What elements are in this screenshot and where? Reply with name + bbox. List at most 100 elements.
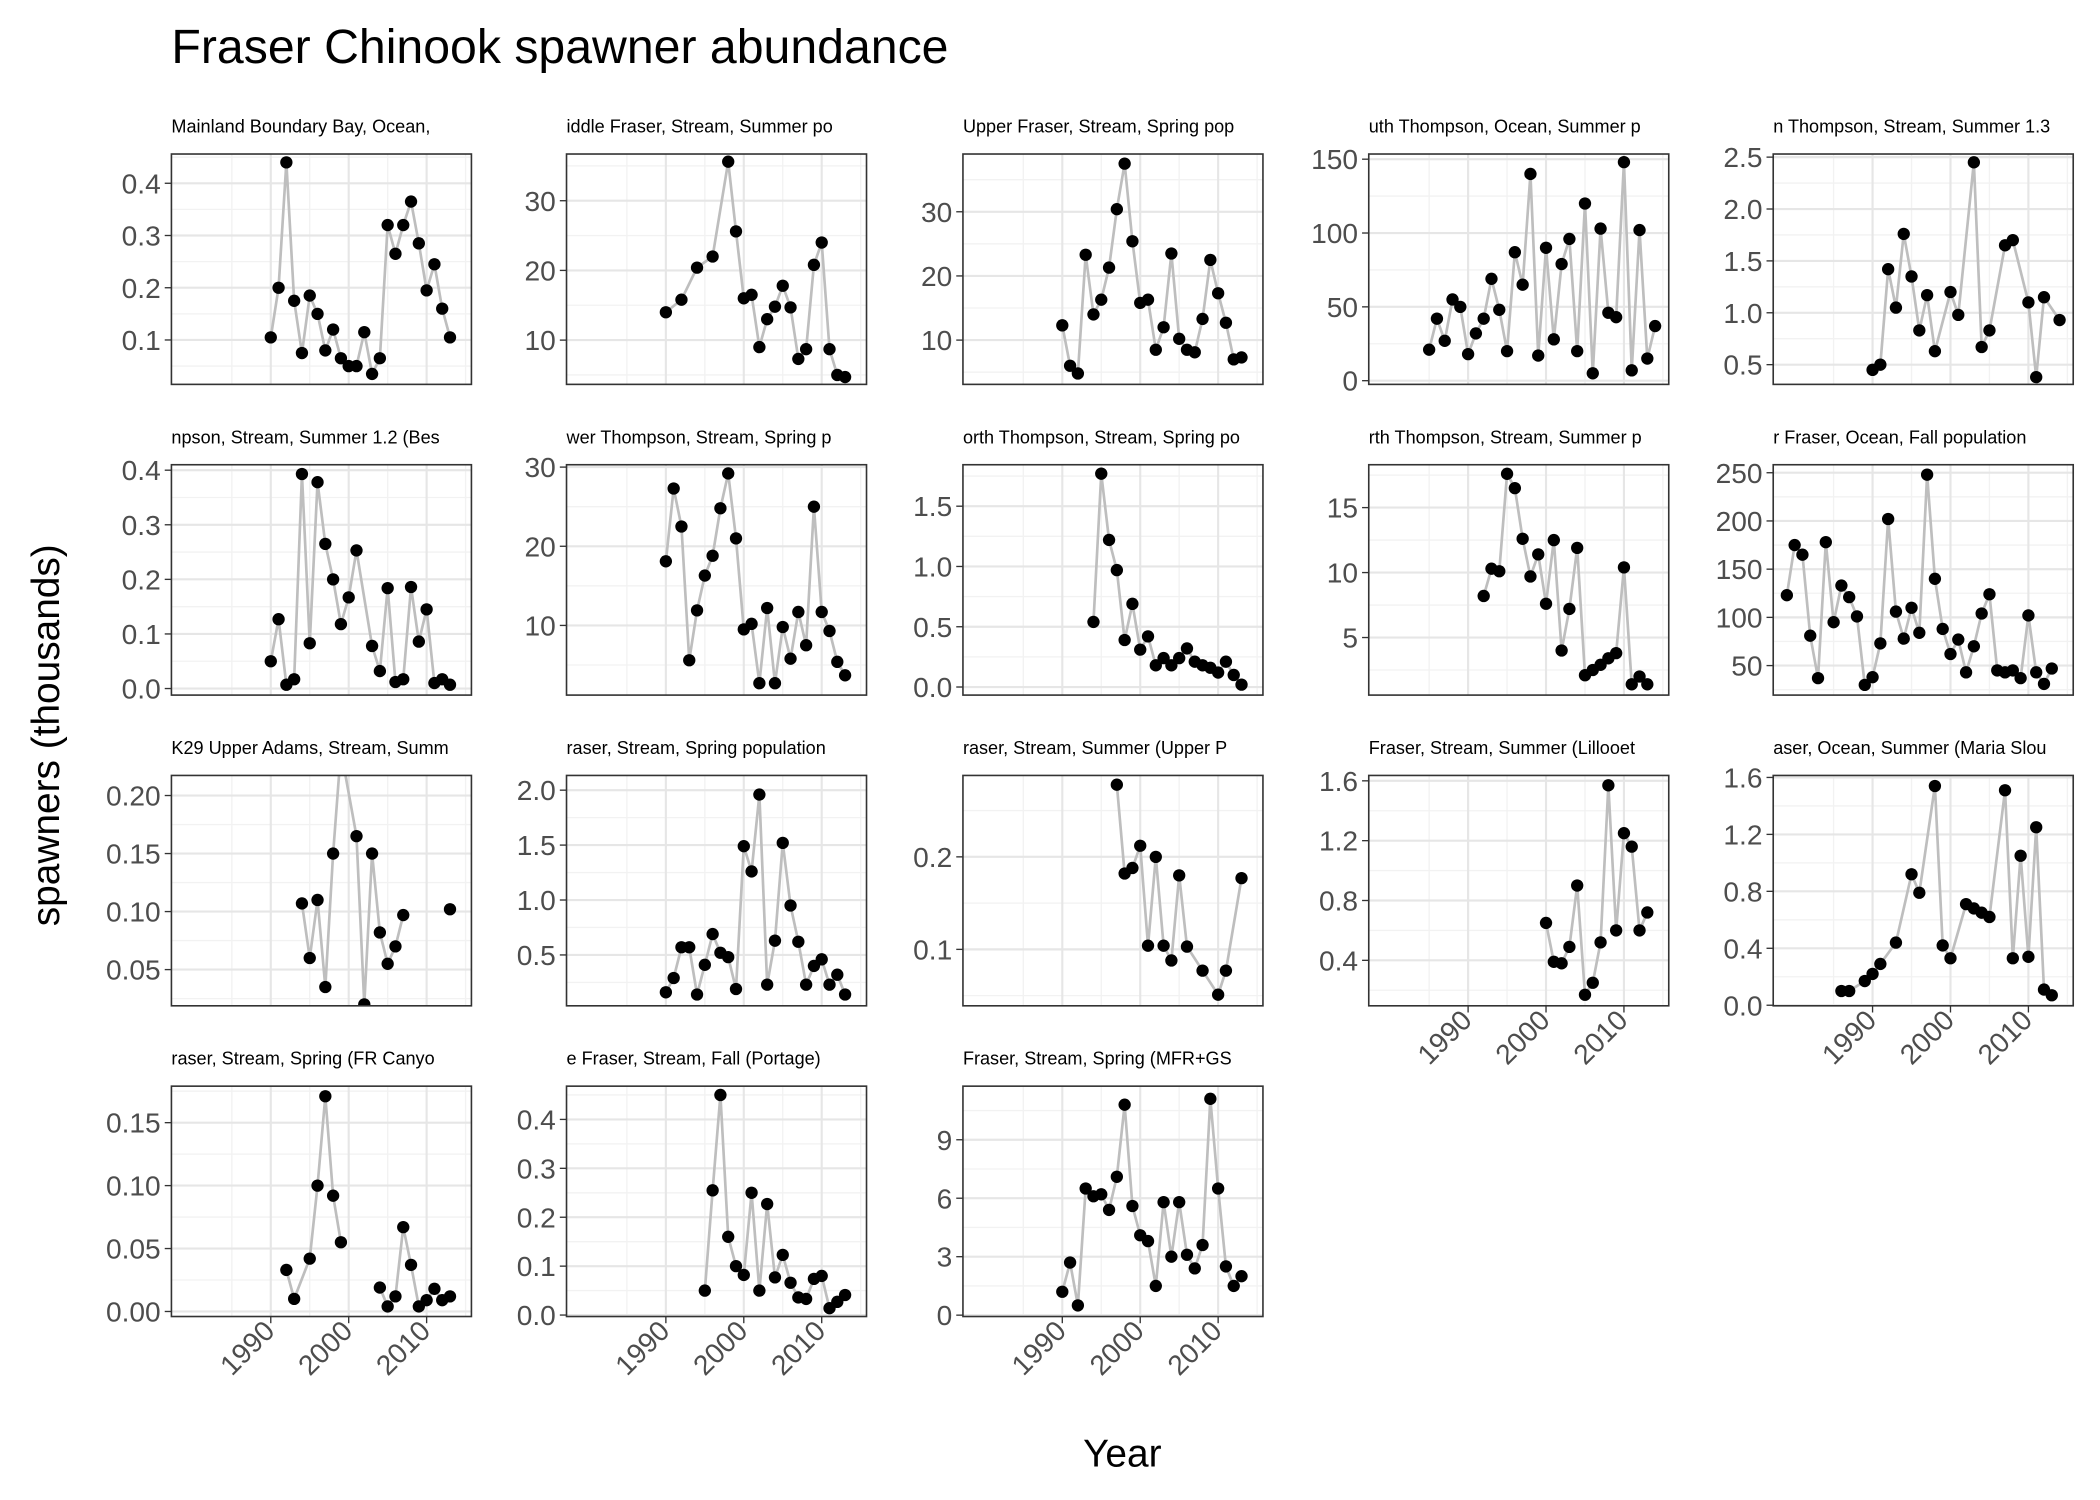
data-point	[1219, 1260, 1233, 1273]
data-point	[1118, 157, 1131, 170]
data-point	[1500, 344, 1514, 358]
data-point	[381, 1300, 394, 1313]
data-point	[1998, 784, 2012, 797]
y-tick-label: 6	[937, 1183, 953, 1214]
plot-area	[295, 744, 457, 1006]
y-tick-label: 0.5	[913, 612, 952, 643]
data-point	[799, 978, 813, 991]
data-point	[1952, 308, 1965, 322]
data-point	[1118, 1098, 1131, 1111]
panel: npson, Stream, Summer 1.2 (Bes 0.0 0.1 0.2 0…	[122, 427, 473, 705]
data-point	[1811, 671, 1825, 685]
y-tick-label: 0.2	[122, 564, 161, 595]
data-point	[295, 467, 309, 481]
data-point	[1524, 167, 1537, 181]
data-point	[2014, 849, 2027, 862]
strip-title: aser, Ocean, Summer (Maria Slou	[1773, 738, 2046, 758]
data-point	[698, 569, 711, 582]
data-point	[823, 624, 836, 638]
data-point	[1227, 1279, 1240, 1293]
y-tick-label: 0.15	[106, 839, 161, 870]
data-point	[1920, 468, 1934, 481]
data-point	[1928, 779, 1942, 793]
data-point	[729, 982, 743, 996]
plot-area	[1056, 157, 1248, 380]
panel: raser, Stream, Spring (FR Canyo 0.00 0.05 0…	[106, 1049, 473, 1381]
data-point	[799, 1292, 813, 1306]
data-point	[1532, 548, 1545, 561]
data-point	[326, 1189, 340, 1202]
data-point	[428, 258, 441, 271]
data-point	[1485, 272, 1498, 285]
data-point	[1625, 678, 1638, 691]
data-point	[334, 352, 348, 365]
data-point	[272, 613, 285, 626]
data-point	[690, 604, 704, 617]
panel-background	[962, 775, 1263, 1006]
data-point	[389, 1290, 402, 1303]
y-tick-label: 0.0	[1723, 990, 1762, 1021]
data-point	[1944, 285, 1957, 299]
plot-area	[698, 1088, 852, 1315]
data-point	[1095, 293, 1108, 306]
data-point	[2030, 821, 2043, 834]
data-point	[350, 829, 363, 843]
data-point	[342, 591, 355, 604]
data-point	[1126, 1199, 1139, 1213]
data-point	[1118, 633, 1131, 647]
y-tick-label: 9	[937, 1125, 953, 1156]
data-point	[1219, 316, 1233, 329]
data-point	[1578, 988, 1592, 1001]
y-tick-label: 20	[525, 531, 556, 562]
data-point	[1609, 646, 1623, 660]
data-point	[397, 673, 410, 686]
data-point	[831, 968, 844, 981]
data-point	[319, 537, 332, 551]
data-point	[2022, 609, 2035, 622]
data-point	[1235, 1270, 1248, 1283]
data-point	[381, 218, 394, 232]
data-point	[381, 957, 394, 970]
plot-area	[1780, 468, 2058, 692]
y-tick-label: 0	[937, 1300, 953, 1331]
y-tick-label: 0.1	[517, 1251, 556, 1282]
panel: raser, Stream, Summer (Upper P 0.1 0.2	[913, 738, 1264, 1007]
panel: n Thompson, Stream, Summer 1.3 0.5 1.0 1.5 2…	[1723, 117, 2075, 386]
data-point	[729, 532, 743, 545]
data-point	[753, 1284, 766, 1297]
data-point	[1905, 601, 1918, 614]
data-point	[1422, 343, 1436, 356]
data-point	[1446, 293, 1459, 306]
y-tick-label: 0.2	[122, 273, 161, 304]
data-point	[768, 677, 782, 690]
y-tick-label: 1.6	[1319, 766, 1358, 797]
data-point	[1188, 1262, 1201, 1275]
data-point	[722, 950, 735, 964]
data-point	[1913, 324, 1926, 337]
data-point	[436, 302, 449, 315]
data-point	[280, 1263, 293, 1277]
y-tick-label: 2.0	[1723, 194, 1762, 225]
y-tick-label: 0.5	[1723, 350, 1762, 381]
plot-area	[1477, 467, 1654, 691]
data-point	[1555, 957, 1568, 970]
data-point	[1165, 1250, 1178, 1263]
data-point	[753, 788, 766, 801]
y-tick-label: 200	[1716, 506, 1763, 537]
data-point	[1141, 939, 1155, 952]
plot-area	[1422, 155, 1662, 380]
y-tick-label: 0.4	[1723, 933, 1762, 964]
data-point	[1983, 910, 1996, 924]
data-point	[1173, 869, 1186, 882]
data-point	[420, 603, 433, 616]
data-point	[350, 359, 363, 373]
strip-title: wer Thompson, Stream, Spring p	[566, 427, 832, 447]
panel-border	[1772, 153, 2075, 386]
strip-title: raser, Stream, Spring population	[567, 738, 826, 758]
panel-border	[1772, 774, 2075, 1007]
y-tick-label: 1.0	[913, 552, 952, 583]
data-point	[1889, 605, 1903, 618]
data-point	[1889, 936, 1903, 949]
data-point	[698, 1284, 711, 1297]
data-point	[404, 580, 418, 594]
